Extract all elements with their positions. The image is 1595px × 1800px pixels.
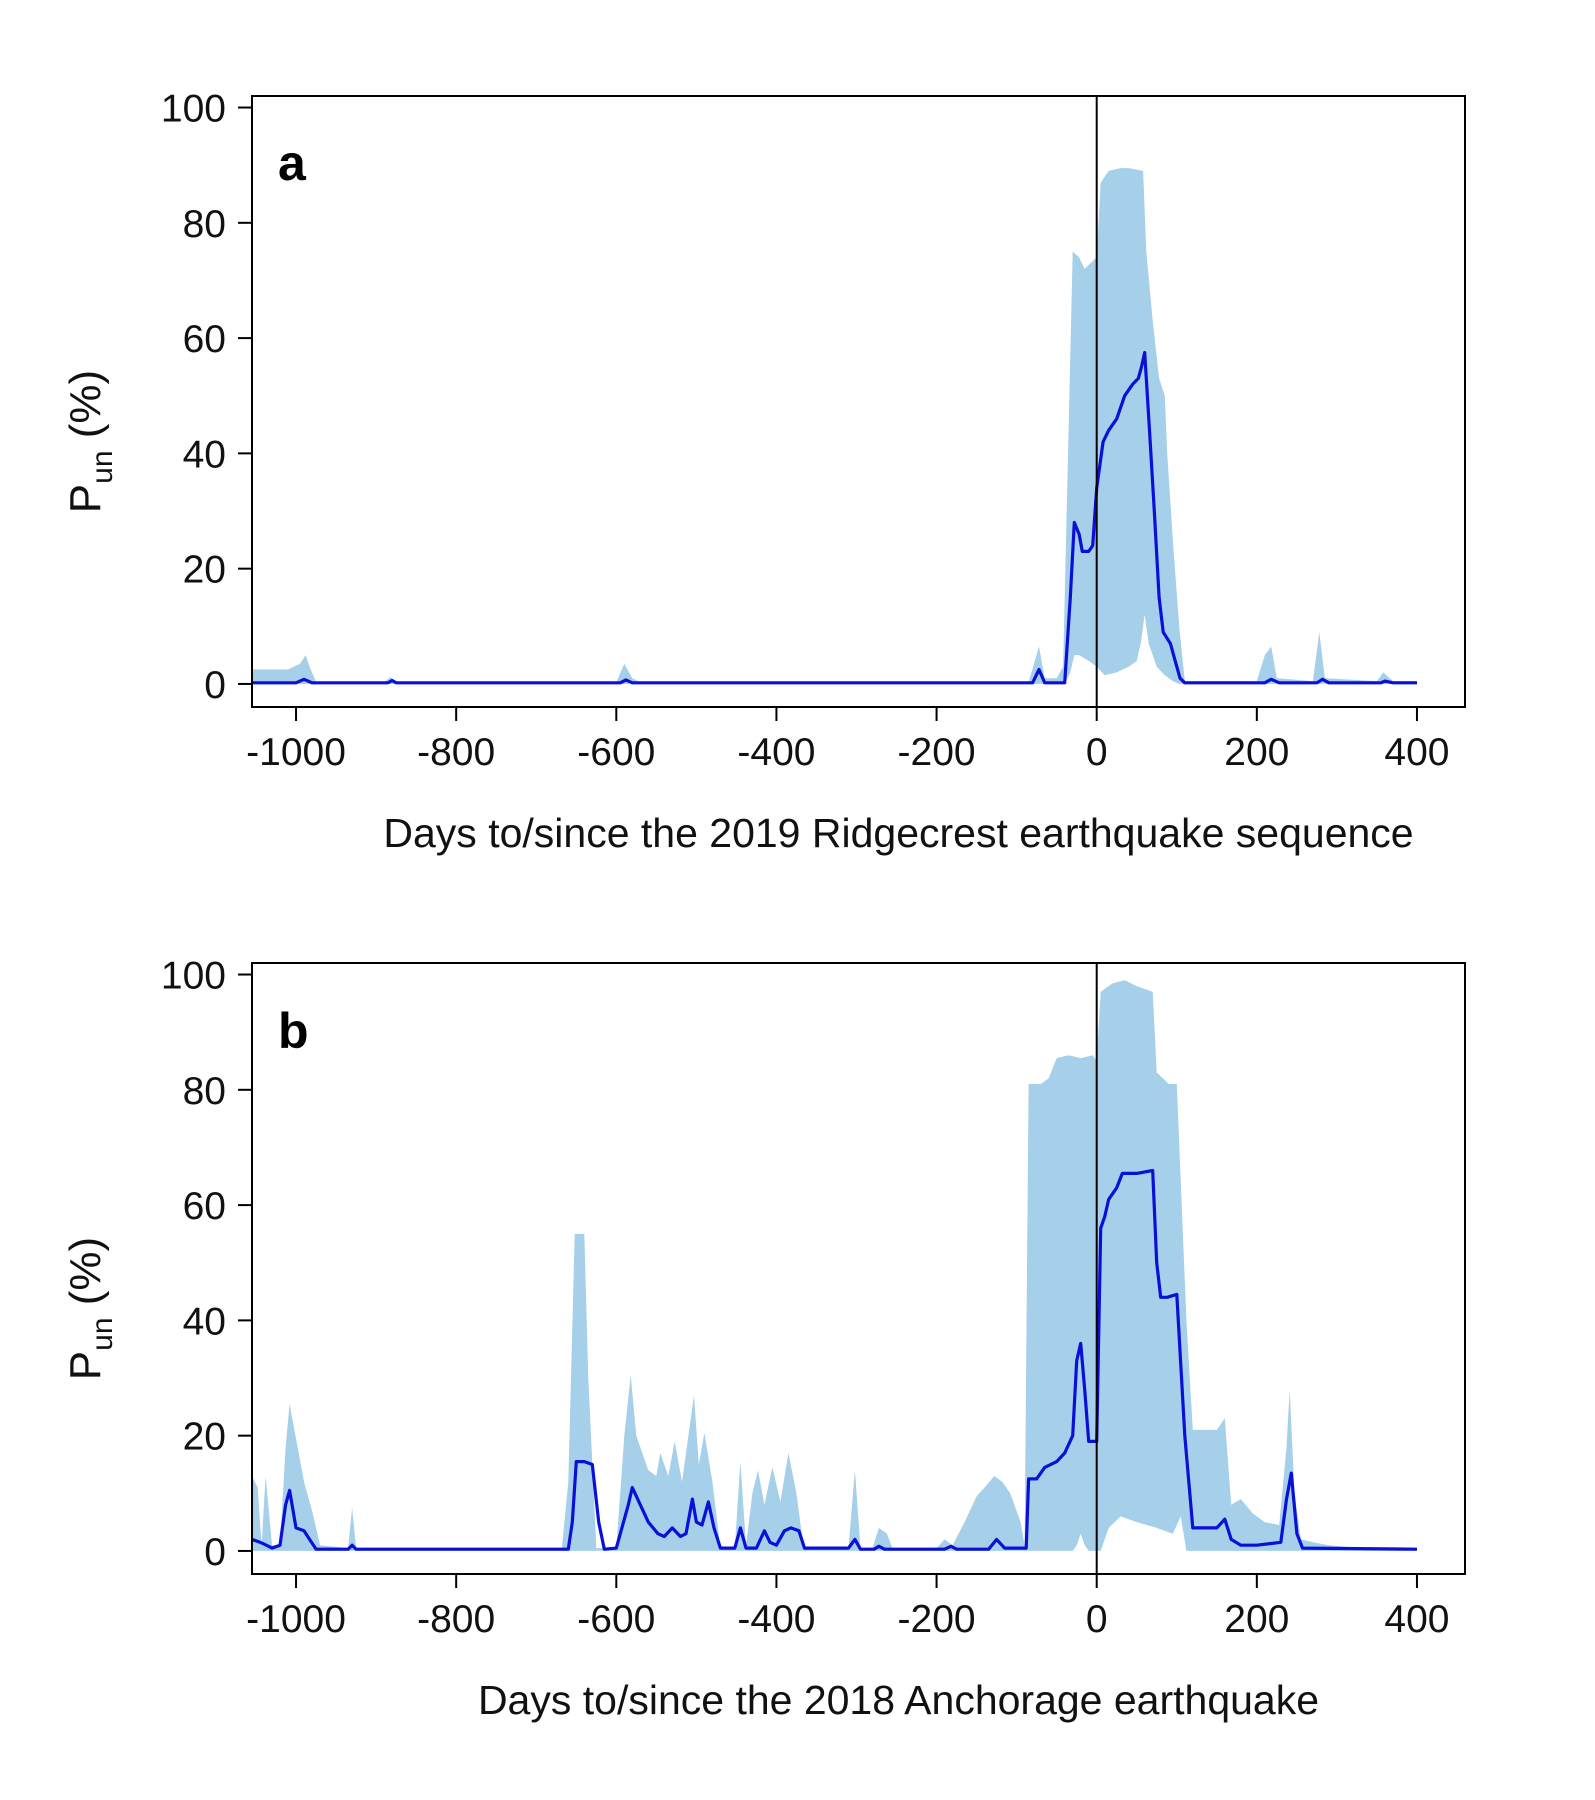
- median-line-a: [252, 350, 1417, 685]
- x-tick-label: 0: [1086, 1598, 1108, 1641]
- plot-frame-b: [251, 962, 1466, 1575]
- y-axis-a: 0 20 40 60 80 100: [161, 88, 252, 707]
- y-axis-title-main: P: [61, 1351, 110, 1380]
- x-tick-label: 0: [1086, 731, 1108, 774]
- panel-a: -1000 -800 -600 -400 -200 0 200 400 0 20 40 60 80 10…: [61, 88, 1466, 856]
- x-axis-title-b: Days to/since the 2018 Anchorage earthqu…: [478, 1677, 1319, 1723]
- x-tick-label: -200: [898, 731, 976, 774]
- y-axis-title-main: P: [61, 484, 110, 513]
- x-tick-label: -1000: [246, 731, 346, 774]
- y-tick-label: 100: [161, 955, 226, 998]
- y-axis-b: 0 20 40 60 80 100: [161, 955, 252, 1574]
- y-axis-title-subscript: un: [86, 1317, 119, 1350]
- x-tick-label: -800: [417, 731, 495, 774]
- series-line: [252, 350, 1417, 685]
- y-axis-title-unit: (%): [61, 1237, 110, 1318]
- x-axis-a: -1000 -800 -600 -400 -200 0 200 400: [246, 707, 1449, 774]
- band-area: [252, 168, 1417, 684]
- x-tick-label: -600: [577, 731, 655, 774]
- y-tick-label: 80: [183, 203, 226, 246]
- panel-letter-a: a: [278, 135, 307, 191]
- y-axis-title-subscript: un: [86, 450, 119, 483]
- y-tick-label: 100: [161, 88, 226, 131]
- y-axis-title-unit: (%): [61, 370, 110, 451]
- x-tick-label: -400: [737, 731, 815, 774]
- panel-b: -1000 -800 -600 -400 -200 0 200 400 0 20 40 60 80 10…: [61, 955, 1466, 1723]
- y-tick-label: 0: [204, 664, 226, 707]
- median-line-b: [251, 1168, 1418, 1551]
- y-tick-label: 40: [183, 1300, 226, 1343]
- x-tick-label: 400: [1384, 1598, 1449, 1641]
- band-area: [252, 980, 1417, 1551]
- y-axis-title-b: Pun (%): [61, 1237, 119, 1380]
- series-line: [251, 1168, 1418, 1551]
- y-tick-label: 0: [204, 1531, 226, 1574]
- y-tick-label: 40: [183, 433, 226, 476]
- x-tick-label: -800: [417, 1598, 495, 1641]
- confidence-band-b: [252, 980, 1417, 1551]
- confidence-band-a: [252, 168, 1417, 684]
- x-tick-label: 400: [1384, 731, 1449, 774]
- y-tick-label: 60: [183, 1185, 226, 1228]
- y-tick-label: 20: [183, 1416, 226, 1459]
- x-tick-label: 200: [1224, 1598, 1289, 1641]
- y-tick-label: 60: [183, 318, 226, 361]
- x-axis-b: -1000 -800 -600 -400 -200 0 200 400: [246, 1574, 1449, 1641]
- y-axis-title-a: Pun (%): [61, 370, 119, 513]
- x-tick-label: 200: [1224, 731, 1289, 774]
- y-tick-label: 80: [183, 1070, 226, 1113]
- x-axis-title-a: Days to/since the 2019 Ridgecrest earthq…: [383, 810, 1413, 856]
- x-tick-label: -1000: [246, 1598, 346, 1641]
- x-tick-label: -600: [577, 1598, 655, 1641]
- plot-frame-a: [251, 95, 1466, 708]
- panel-letter-b: b: [278, 1003, 309, 1059]
- x-tick-label: -200: [898, 1598, 976, 1641]
- x-tick-label: -400: [737, 1598, 815, 1641]
- y-tick-label: 20: [183, 549, 226, 592]
